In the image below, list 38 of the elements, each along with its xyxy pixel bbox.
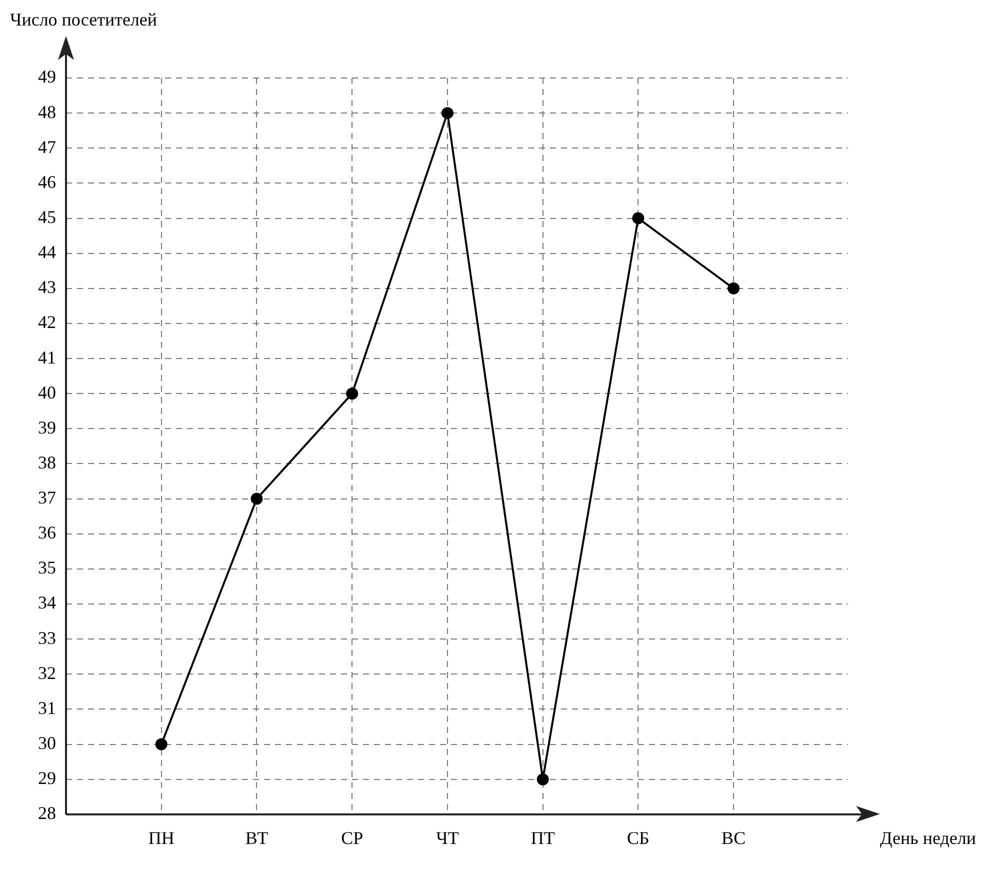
x-tick-label: ВС — [722, 828, 746, 848]
y-tick-label: 33 — [38, 628, 56, 648]
y-tick-label: 32 — [38, 662, 56, 683]
point — [346, 388, 358, 400]
y-tick-label: 46 — [38, 172, 56, 192]
y-tick-label: 28 — [38, 803, 56, 824]
y-tick-label: 48 — [38, 102, 56, 122]
y-tick-label: 47 — [38, 136, 56, 157]
x-tick-label: СР — [341, 828, 364, 848]
y-tick-label: 38 — [38, 452, 56, 472]
point — [155, 738, 168, 750]
y-tick-label: 43 — [38, 277, 56, 298]
y-tick-label: 29 — [38, 768, 56, 788]
y-tick-label: 49 — [38, 66, 56, 87]
y-tick-label: 40 — [38, 382, 56, 402]
x-tick-label: ЧТ — [436, 828, 459, 848]
point — [441, 107, 454, 120]
point — [536, 773, 549, 786]
point — [632, 212, 644, 224]
x-tick-label: ПН — [148, 828, 174, 848]
y-tick-label: 30 — [38, 733, 56, 753]
x-tick-label: ВТ — [245, 828, 268, 848]
point — [728, 282, 740, 294]
y-tick-label: 39 — [38, 417, 56, 438]
y-tick-label: 41 — [38, 347, 56, 368]
y-tick-label: 35 — [38, 558, 56, 578]
y-tick-label: 45 — [38, 207, 56, 227]
y-tick-label: 37 — [38, 488, 56, 508]
x-tick-label: ПТ — [530, 828, 555, 848]
x-axis-title: День недели — [880, 828, 976, 848]
x-tick-label: СБ — [627, 828, 650, 848]
y-tick-label: 44 — [38, 242, 56, 262]
y-tick-label: 31 — [38, 698, 56, 718]
y-tick-label: 36 — [38, 522, 56, 543]
point — [250, 492, 263, 505]
y-tick-label: 34 — [38, 592, 56, 613]
y-tick-label: 42 — [38, 312, 56, 332]
y-axis-title: Число посетителей — [10, 10, 158, 30]
